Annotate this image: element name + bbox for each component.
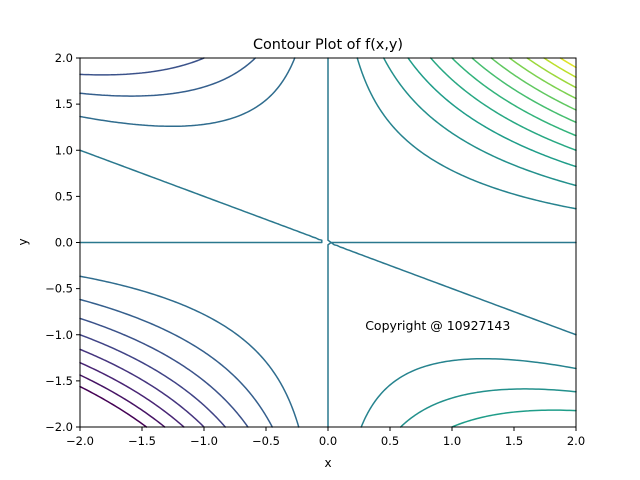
copyright-annotation: Copyright @ 10927143 <box>365 318 510 333</box>
contour-level-11 <box>407 57 577 428</box>
contour-level-2 <box>79 361 185 428</box>
y-axis-ticks: −2.0 −1.5 −1.0 −0.5 0.0 0.5 1.0 1.5 2.0 <box>45 51 80 434</box>
contour-level-3 <box>79 348 205 428</box>
y-tick-label: −1.0 <box>45 328 73 342</box>
x-tick-label: 0.5 <box>381 434 399 448</box>
contour-lines <box>79 57 577 428</box>
contour-level-13 <box>451 57 577 137</box>
contour-level-4 <box>79 57 227 428</box>
x-tick-label: −0.5 <box>252 434 280 448</box>
x-tick-label: −1.0 <box>190 434 218 448</box>
x-tick-label: 0.0 <box>319 434 337 448</box>
x-tick-label: 1.5 <box>505 434 523 448</box>
contour-level-5 <box>79 57 249 428</box>
chart-title: Contour Plot of f(x,y) <box>253 37 403 53</box>
x-tick-label: 2.0 <box>567 434 585 448</box>
contour-level-17 <box>526 57 577 89</box>
contour-level-10 <box>382 57 577 428</box>
y-tick-label: 2.0 <box>55 51 73 65</box>
contour-level-15 <box>490 57 577 111</box>
contour-level-12 <box>429 57 577 151</box>
y-tick-label: −1.5 <box>45 374 73 388</box>
x-tick-label: 1.0 <box>443 434 461 448</box>
y-tick-label: −2.0 <box>45 420 73 434</box>
contour-level-9 <box>356 57 577 428</box>
contour-level-16 <box>508 57 577 100</box>
x-tick-label: −1.5 <box>128 434 156 448</box>
contour-level-6 <box>79 57 274 428</box>
y-tick-label: −0.5 <box>45 282 73 296</box>
x-axis-label: x <box>324 456 331 470</box>
x-axis-ticks: −2.0 −1.5 −1.0 −0.5 0.0 0.5 1.0 1.5 2.0 <box>66 427 585 448</box>
contour-level-14 <box>471 57 577 124</box>
contour-level-1 <box>79 374 166 428</box>
contour-level-0 <box>79 385 148 428</box>
contour-level-7 <box>79 57 300 428</box>
y-tick-label: 1.5 <box>55 97 73 111</box>
y-axis-label: y <box>16 238 30 245</box>
x-tick-label: −2.0 <box>66 434 94 448</box>
contour-level-8 <box>79 57 577 428</box>
y-tick-label: 1.0 <box>55 143 73 157</box>
y-tick-label: 0.5 <box>55 189 73 203</box>
y-tick-label: 0.0 <box>55 236 73 250</box>
contour-level-18 <box>543 57 577 79</box>
